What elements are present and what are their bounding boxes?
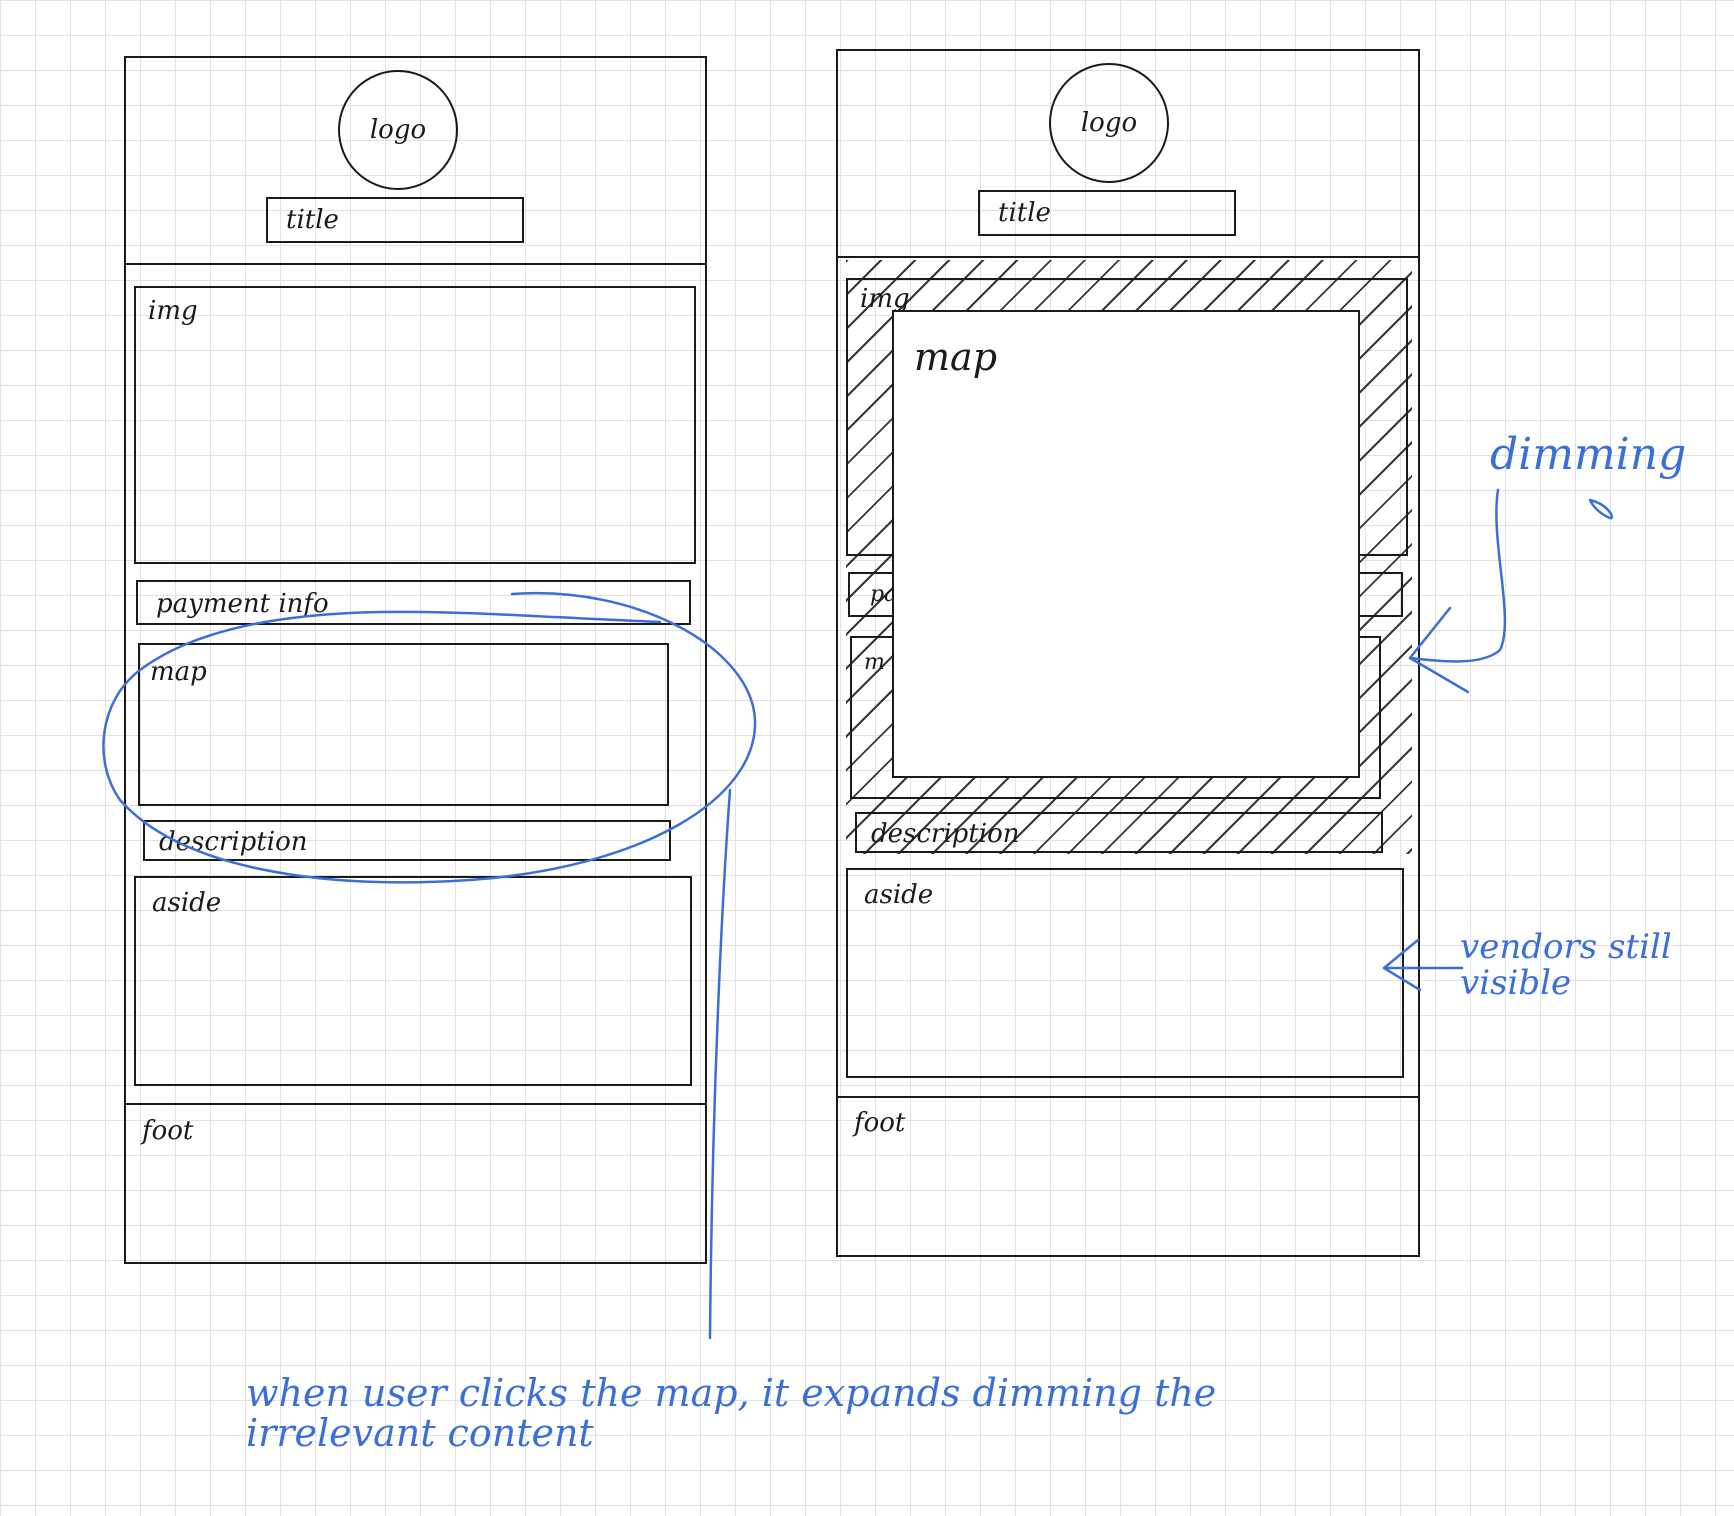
left-map-box: map [138,643,669,806]
left-title-box: title [266,197,524,243]
right-description-box: description [855,812,1383,853]
left-img-label: img [148,296,198,326]
right-footer-divider [836,1096,1420,1098]
right-title-box: title [978,190,1236,236]
left-img-box: img [134,286,696,564]
left-title-label: title [286,205,339,235]
bottom-note: when user clicks the map, it expands dim… [246,1371,1217,1455]
right-foot-label: foot [854,1108,906,1138]
left-logo-circle: logo [338,70,458,190]
left-foot-label: foot [142,1116,194,1146]
right-aside-box: aside [846,868,1404,1078]
right-header-divider [836,256,1420,258]
right-payment-label: pa [870,582,898,607]
right-img-label: img [860,284,910,314]
dimming-arrow-curve [1408,488,1507,663]
map-highlight-loop [102,591,757,884]
dimming-tail [1588,498,1613,520]
vendors-visible-note: vendors still visible [1460,927,1672,1003]
right-page-frame [836,49,1420,1257]
right-aside-label: aside [864,880,934,910]
left-page-frame [124,56,707,1264]
left-aside-label: aside [152,888,222,918]
left-aside-box: aside [134,876,692,1086]
left-description-box: description [143,820,671,861]
vendors-arrowhead [1382,938,1422,992]
left-header-divider [124,263,707,265]
left-payment-label: payment info [156,589,329,619]
left-payment-box: payment info [136,580,691,625]
dimming-arrowhead [1408,606,1470,694]
left-logo-label: logo [369,115,427,145]
left-description-label: description [159,827,308,857]
right-description-label: description [871,819,1020,849]
left-map-label: map [150,657,207,687]
connector-line [708,788,732,1340]
right-expanded-map[interactable]: map [892,310,1360,778]
left-footer-divider [124,1103,707,1105]
right-title-label: title [998,198,1051,228]
right-map-partial-label: m [864,650,885,675]
right-logo-circle: logo [1049,63,1169,183]
right-logo-label: logo [1080,108,1138,138]
dimming-note: dimming [1490,429,1687,480]
right-expanded-map-label: map [914,335,998,379]
